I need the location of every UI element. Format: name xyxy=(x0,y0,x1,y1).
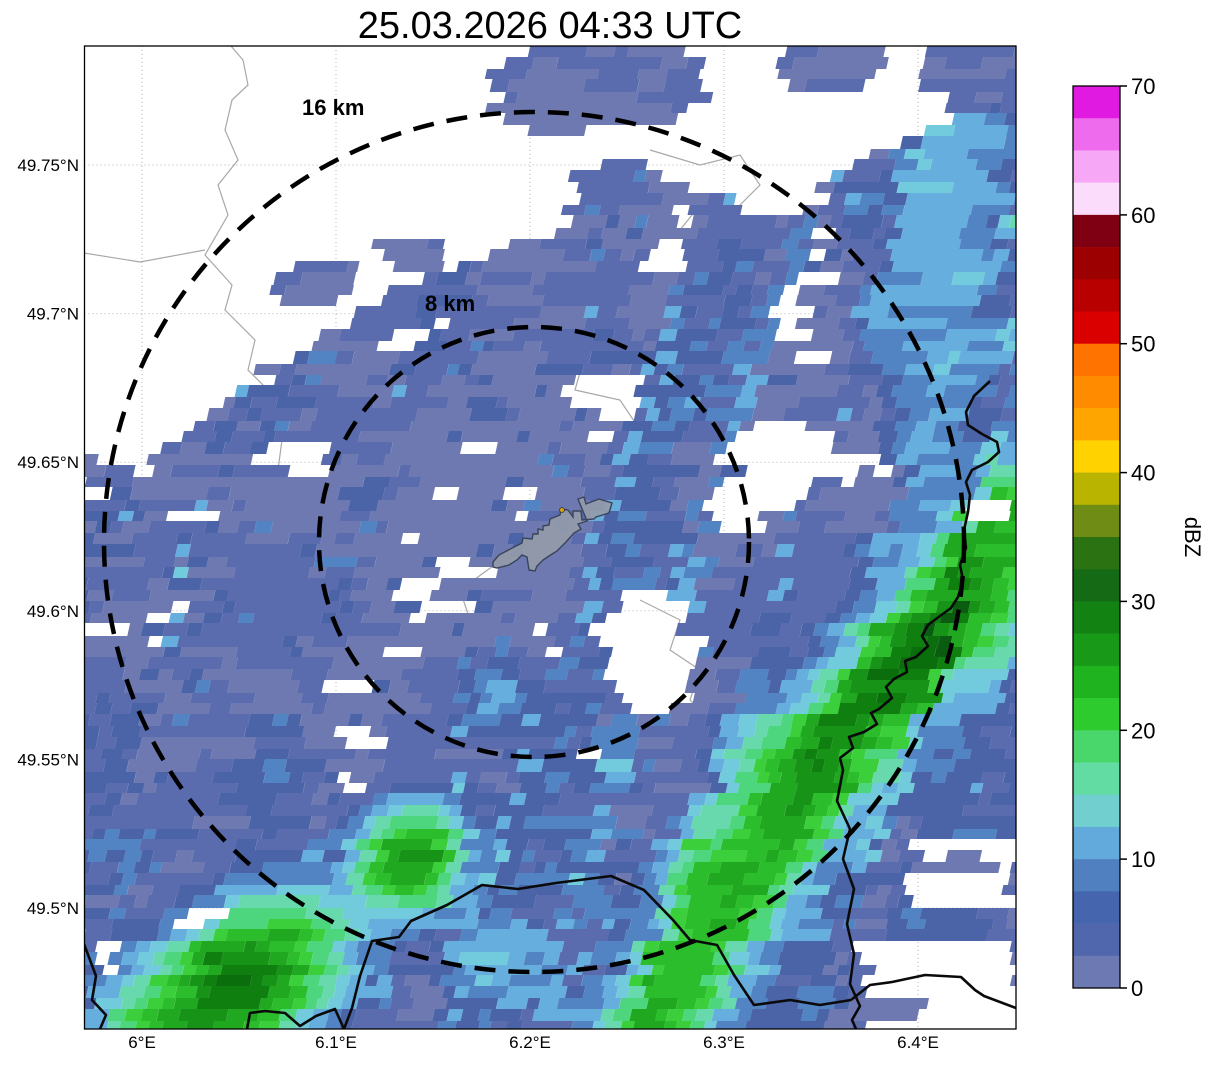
svg-text:20: 20 xyxy=(1131,718,1155,743)
svg-text:49.65°N: 49.65°N xyxy=(17,453,79,472)
svg-text:49.7°N: 49.7°N xyxy=(27,305,79,324)
svg-text:49.5°N: 49.5°N xyxy=(27,899,79,918)
svg-text:25.03.2026 04:33 UTC: 25.03.2026 04:33 UTC xyxy=(358,5,743,47)
svg-text:70: 70 xyxy=(1131,74,1155,99)
svg-text:40: 40 xyxy=(1131,461,1155,486)
svg-text:10: 10 xyxy=(1131,847,1155,872)
svg-text:0: 0 xyxy=(1131,976,1143,1001)
svg-text:6.2°E: 6.2°E xyxy=(509,1033,551,1052)
svg-text:30: 30 xyxy=(1131,589,1155,614)
svg-text:60: 60 xyxy=(1131,203,1155,228)
svg-text:49.6°N: 49.6°N xyxy=(27,602,79,621)
svg-text:6.3°E: 6.3°E xyxy=(703,1033,745,1052)
svg-text:dBZ: dBZ xyxy=(1180,517,1205,557)
svg-text:6.4°E: 6.4°E xyxy=(897,1033,939,1052)
svg-text:8 km: 8 km xyxy=(425,291,475,316)
svg-text:6°E: 6°E xyxy=(128,1033,156,1052)
svg-text:49.75°N: 49.75°N xyxy=(17,156,79,175)
svg-text:16 km: 16 km xyxy=(302,95,364,120)
svg-text:50: 50 xyxy=(1131,332,1155,357)
svg-text:49.55°N: 49.55°N xyxy=(17,750,79,769)
svg-text:6.1°E: 6.1°E xyxy=(315,1033,357,1052)
